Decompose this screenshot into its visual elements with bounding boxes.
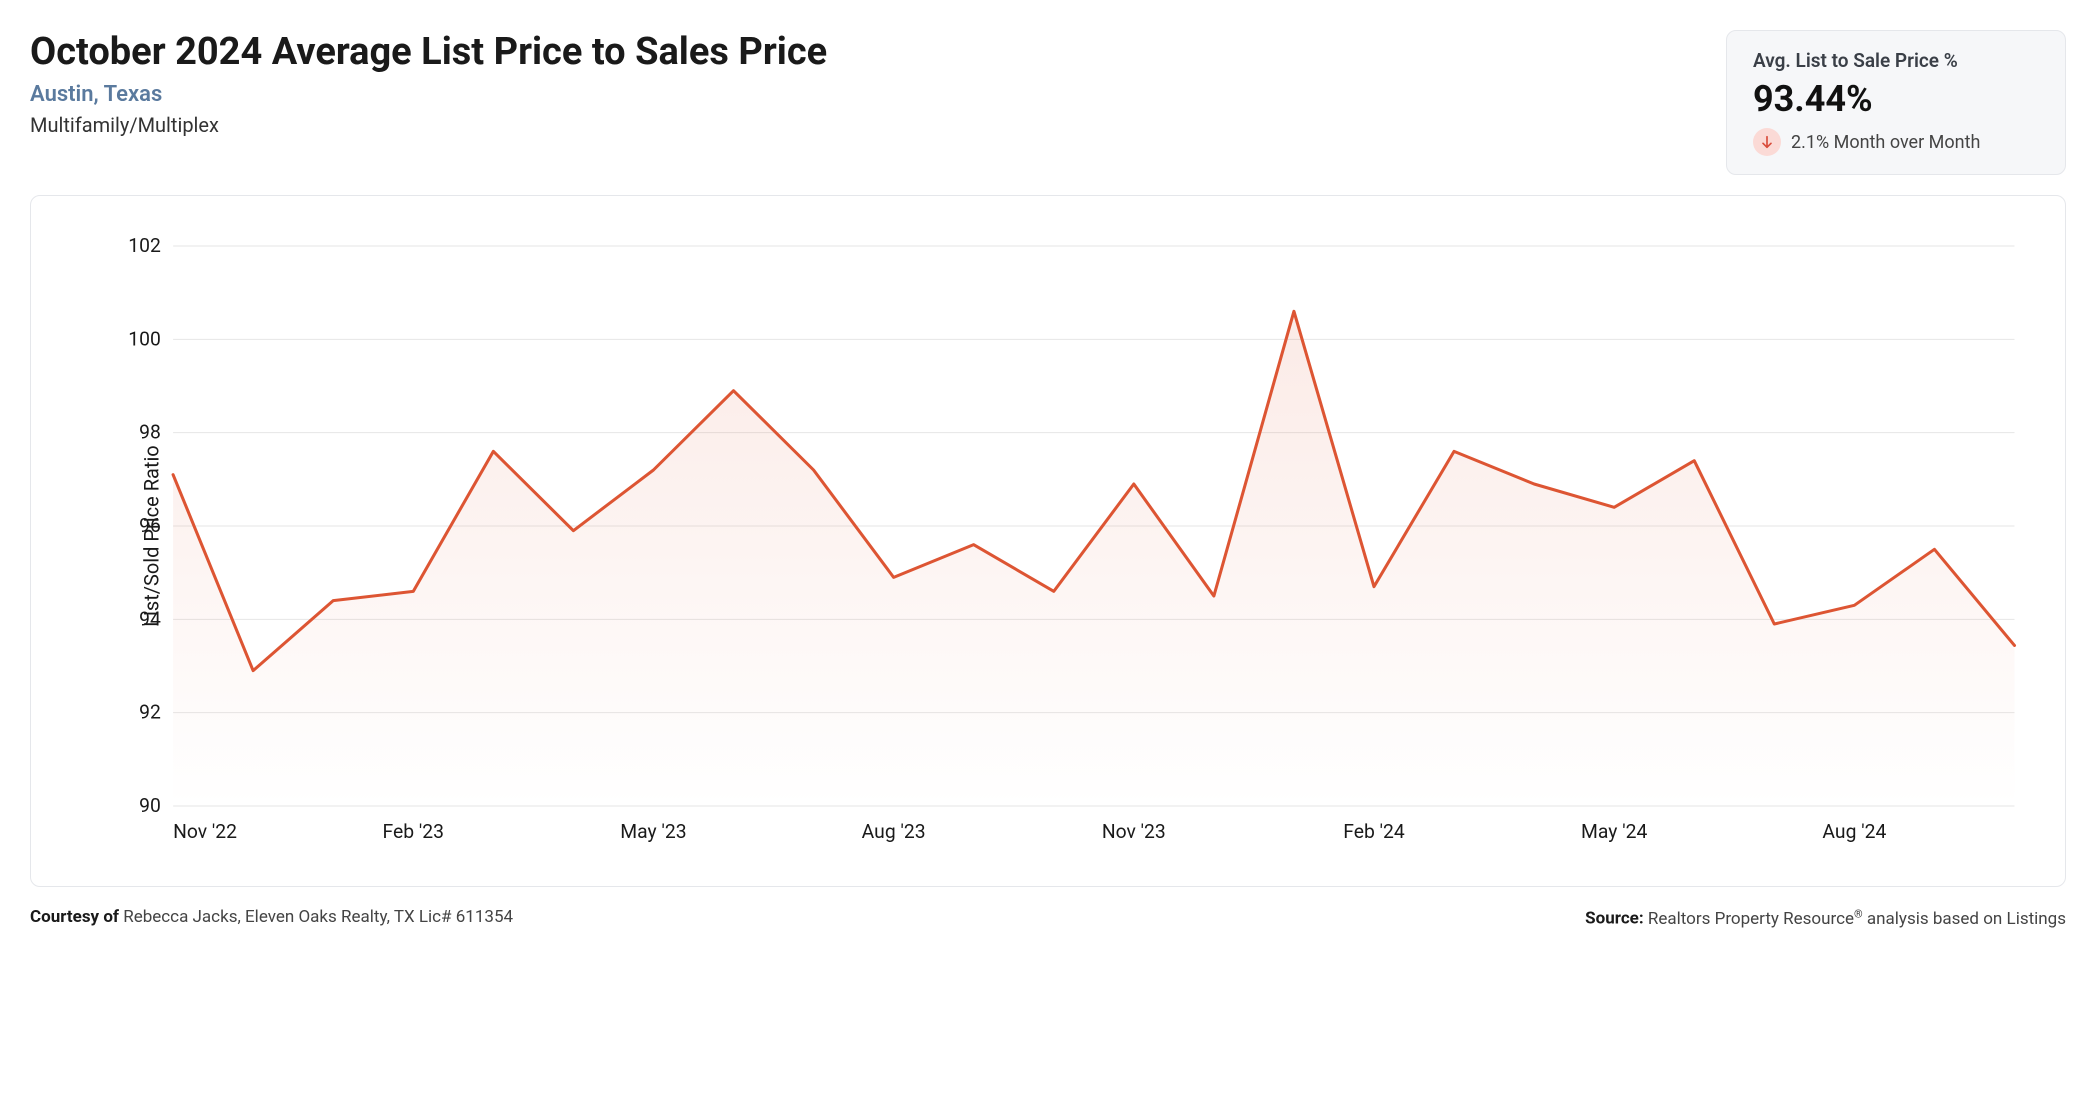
y-axis-title: List/Sold Price Ratio — [140, 445, 164, 626]
svg-text:May '23: May '23 — [620, 820, 686, 843]
svg-text:May '24: May '24 — [1581, 820, 1647, 843]
source-label: Source: — [1585, 909, 1643, 929]
page-title: October 2024 Average List Price to Sales… — [30, 30, 1726, 74]
footer-source: Source: Realtors Property Resource® anal… — [1585, 907, 2066, 929]
stat-card: Avg. List to Sale Price % 93.44% 2.1% Mo… — [1726, 30, 2066, 175]
svg-text:100: 100 — [128, 327, 161, 350]
source-value: Realtors Property Resource® analysis bas… — [1648, 909, 2066, 929]
courtesy-value: Rebecca Jacks, Eleven Oaks Realty, TX Li… — [123, 907, 513, 927]
line-chart: 9092949698100102Nov '22Feb '23May '23Aug… — [51, 216, 2045, 856]
svg-text:Aug '23: Aug '23 — [862, 820, 926, 843]
property-subtype: Multifamily/Multiplex — [30, 113, 1726, 137]
footer-courtesy: Courtesy of Rebecca Jacks, Eleven Oaks R… — [30, 907, 513, 929]
location-text: Austin, Texas — [30, 82, 1726, 107]
courtesy-label: Courtesy of — [30, 907, 119, 927]
svg-text:Feb '24: Feb '24 — [1343, 820, 1405, 843]
svg-text:98: 98 — [139, 421, 161, 444]
header-row: October 2024 Average List Price to Sales… — [30, 30, 2066, 175]
footer-row: Courtesy of Rebecca Jacks, Eleven Oaks R… — [30, 907, 2066, 929]
header-left: October 2024 Average List Price to Sales… — [30, 30, 1726, 137]
chart-card: List/Sold Price Ratio 9092949698100102No… — [30, 195, 2066, 887]
stat-label: Avg. List to Sale Price % — [1753, 49, 2039, 72]
svg-text:92: 92 — [139, 701, 161, 724]
stat-value: 93.44% — [1753, 78, 2039, 120]
svg-text:Nov '22: Nov '22 — [173, 820, 237, 843]
chart-container: List/Sold Price Ratio 9092949698100102No… — [51, 216, 2045, 856]
svg-text:Nov '23: Nov '23 — [1102, 820, 1166, 843]
svg-text:Aug '24: Aug '24 — [1822, 820, 1886, 843]
svg-text:90: 90 — [139, 794, 161, 817]
svg-text:102: 102 — [128, 234, 161, 257]
arrow-down-icon — [1753, 128, 1781, 156]
stat-change: 2.1% Month over Month — [1753, 128, 2039, 156]
svg-text:Feb '23: Feb '23 — [383, 820, 444, 843]
stat-change-text: 2.1% Month over Month — [1791, 132, 1980, 153]
